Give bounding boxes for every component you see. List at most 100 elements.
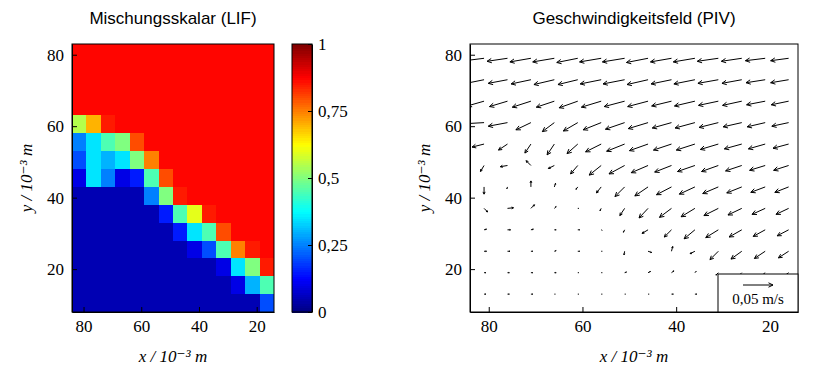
tick-label: 80	[76, 317, 93, 336]
heatmap-cell	[144, 151, 159, 169]
reference-vector-box: 0,05 m/s	[718, 274, 798, 312]
velocity-vector	[554, 272, 556, 274]
heatmap-cell	[173, 44, 188, 62]
heatmap-cell	[216, 223, 231, 241]
velocity-vector	[581, 101, 601, 108]
velocity-vector	[578, 208, 579, 209]
heatmap-cell	[216, 276, 231, 294]
heatmap-cell	[216, 62, 231, 80]
heatmap-cell	[231, 294, 246, 312]
velocity-vector	[484, 208, 488, 212]
heatmap-cell	[173, 294, 188, 312]
tick-mark	[470, 55, 475, 56]
heatmap-cell	[187, 62, 202, 80]
heatmap-cell	[231, 44, 246, 62]
heatmap-cell	[144, 294, 159, 312]
heatmap-cell	[115, 80, 130, 98]
heatmap-cell	[187, 169, 202, 187]
tick-label: 40	[47, 189, 64, 208]
tick-label: 80	[47, 46, 64, 65]
tick-mark	[141, 307, 142, 312]
heatmap-cell	[187, 294, 202, 312]
heatmap-cell	[101, 62, 116, 80]
heatmap-cell	[72, 187, 87, 205]
heatmap-cell	[101, 44, 116, 62]
heatmap-cell	[144, 62, 159, 80]
velocity-vector	[488, 80, 507, 85]
velocity-vector	[516, 123, 531, 130]
heatmap-cell	[231, 241, 246, 259]
tick-label: 60	[47, 117, 64, 136]
velocity-vector	[777, 230, 788, 236]
heatmap-cell	[130, 98, 145, 116]
velocity-vector	[656, 187, 671, 195]
tick-label: 0,5	[318, 169, 339, 188]
tick-mark	[72, 126, 77, 127]
tick: 0	[308, 303, 327, 322]
reference-vector	[743, 283, 773, 287]
velocity-vector	[530, 181, 532, 187]
velocity-vector	[706, 230, 719, 238]
tick-mark	[676, 307, 677, 312]
heatmap-cell	[72, 205, 87, 223]
heatmap-cell	[260, 258, 274, 276]
tick-mark	[308, 245, 312, 246]
velocity-vector	[671, 271, 673, 273]
x-axis-title: x / 10⁻³ m	[138, 347, 207, 366]
heatmap-cell	[173, 80, 188, 98]
heatmap-cell	[144, 258, 159, 276]
heatmap-cell	[115, 169, 130, 187]
heatmap-cell	[130, 258, 145, 276]
y-axis-title: y / 10⁻³ m	[17, 144, 36, 214]
velocity-vector	[629, 144, 648, 151]
heatmap-cell	[101, 241, 116, 259]
tick: 20	[249, 307, 266, 336]
heatmap-cell	[231, 115, 246, 133]
tick-mark	[199, 307, 200, 312]
velocity-vector	[563, 123, 577, 131]
velocity-vector	[679, 187, 695, 194]
heatmap-cell	[101, 276, 116, 294]
heatmap-cell	[130, 276, 145, 294]
velocity-vector	[690, 251, 695, 253]
plot-frame	[470, 44, 798, 312]
heatmap-cell	[72, 258, 87, 276]
heatmap-cell	[144, 223, 159, 241]
heatmap-cell	[216, 44, 231, 62]
velocity-vector	[510, 58, 531, 63]
velocity-vector	[567, 144, 578, 154]
heatmap-cell	[101, 115, 116, 133]
velocity-vector	[752, 208, 765, 214]
heatmap-cell	[187, 223, 202, 241]
heatmap-cell	[101, 151, 116, 169]
velocity-vector	[771, 80, 789, 84]
heatmap-cell	[101, 294, 116, 312]
heatmap-cell	[187, 115, 202, 133]
velocity-vector	[580, 80, 601, 85]
velocity-vector	[639, 208, 648, 218]
velocity-vector	[554, 183, 555, 187]
velocity-vector	[626, 58, 648, 63]
tick-mark	[308, 111, 312, 112]
tick-mark	[308, 312, 312, 313]
heatmap-cell	[159, 151, 174, 169]
heatmap-cell	[187, 98, 202, 116]
velocity-vector	[470, 121, 484, 125]
heatmap-cell	[159, 276, 174, 294]
heatmap-cell	[72, 44, 87, 62]
heatmap-cell	[144, 205, 159, 223]
axis-line	[312, 45, 313, 313]
velocity-vector	[586, 144, 602, 152]
heatmap-cell	[115, 258, 130, 276]
heatmap-cell	[245, 44, 260, 62]
tick-mark	[470, 269, 475, 270]
heatmap-cell	[231, 276, 246, 294]
velocity-vector	[642, 230, 648, 234]
heatmap-cell	[245, 169, 260, 187]
velocity-vector	[554, 229, 556, 231]
velocity-vector	[580, 58, 602, 63]
heatmap-cell	[260, 98, 274, 116]
heatmap-cell	[144, 276, 159, 294]
heatmap-cell	[101, 133, 116, 151]
velocity-vector	[601, 251, 602, 252]
